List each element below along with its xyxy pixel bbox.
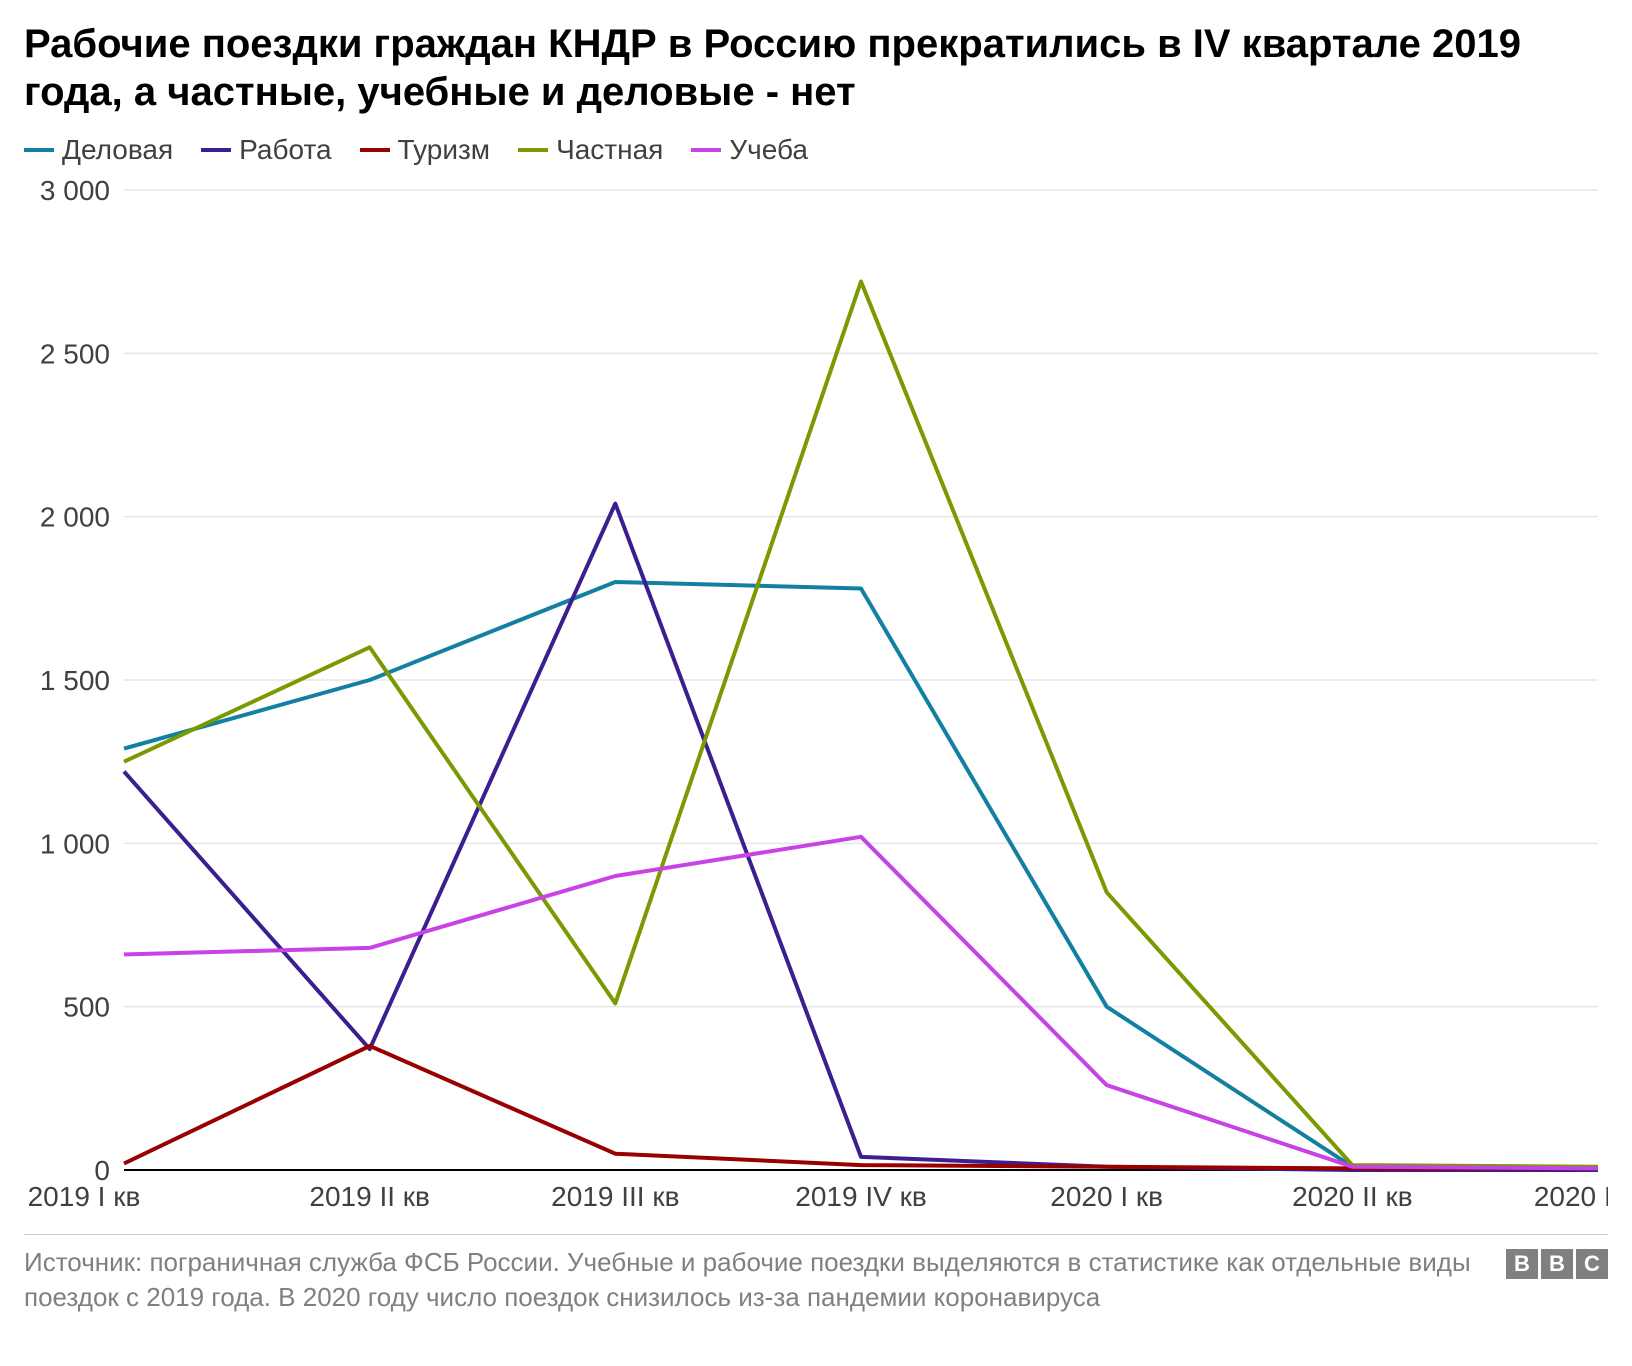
y-axis-label: 1 000 [40, 828, 110, 859]
x-axis-label: 2020 II кв [1292, 1181, 1413, 1212]
x-axis-label: 2019 II кв [309, 1181, 430, 1212]
chart-title: Рабочие поездки граждан КНДР в Россию пр… [24, 20, 1608, 116]
y-axis-label: 1 500 [40, 665, 110, 696]
bbc-logo-box: C [1576, 1249, 1608, 1279]
legend-item: Туризм [360, 134, 491, 166]
chart-svg: 05001 0001 5002 0002 5003 0002019 I кв20… [24, 180, 1608, 1220]
legend-label: Туризм [398, 134, 491, 166]
x-axis-label: 2020 I кв [1050, 1181, 1163, 1212]
bbc-logo-box: B [1506, 1249, 1538, 1279]
series-line [124, 837, 1598, 1169]
legend-swatch [518, 148, 548, 152]
series-line [124, 1046, 1598, 1169]
bbc-logo: BBC [1506, 1249, 1608, 1279]
footer: Источник: пограничная служба ФСБ России.… [24, 1234, 1608, 1315]
legend-label: Учеба [729, 134, 808, 166]
series-line [124, 582, 1598, 1168]
legend-swatch [24, 148, 54, 152]
legend-item: Частная [518, 134, 663, 166]
x-axis-label: 2019 I кв [28, 1181, 141, 1212]
line-chart: 05001 0001 5002 0002 5003 0002019 I кв20… [24, 180, 1608, 1220]
y-axis-label: 3 000 [40, 180, 110, 206]
legend-label: Работа [239, 134, 331, 166]
y-axis-label: 2 500 [40, 338, 110, 369]
legend-swatch [360, 148, 390, 152]
bbc-logo-box: B [1541, 1249, 1573, 1279]
y-axis-label: 2 000 [40, 502, 110, 533]
legend-item: Работа [201, 134, 331, 166]
legend-item: Деловая [24, 134, 173, 166]
legend-swatch [201, 148, 231, 152]
legend-label: Деловая [62, 134, 173, 166]
x-axis-label: 2019 III кв [551, 1181, 679, 1212]
x-axis-label: 2020 III кв [1534, 1181, 1608, 1212]
legend-label: Частная [556, 134, 663, 166]
legend-swatch [691, 148, 721, 152]
source-text: Источник: пограничная служба ФСБ России.… [24, 1245, 1494, 1315]
series-line [124, 282, 1598, 1167]
x-axis-label: 2019 IV кв [795, 1181, 926, 1212]
y-axis-label: 500 [63, 992, 110, 1023]
legend-item: Учеба [691, 134, 808, 166]
legend: Деловая Работа Туризм Частная Учеба [24, 134, 1608, 166]
